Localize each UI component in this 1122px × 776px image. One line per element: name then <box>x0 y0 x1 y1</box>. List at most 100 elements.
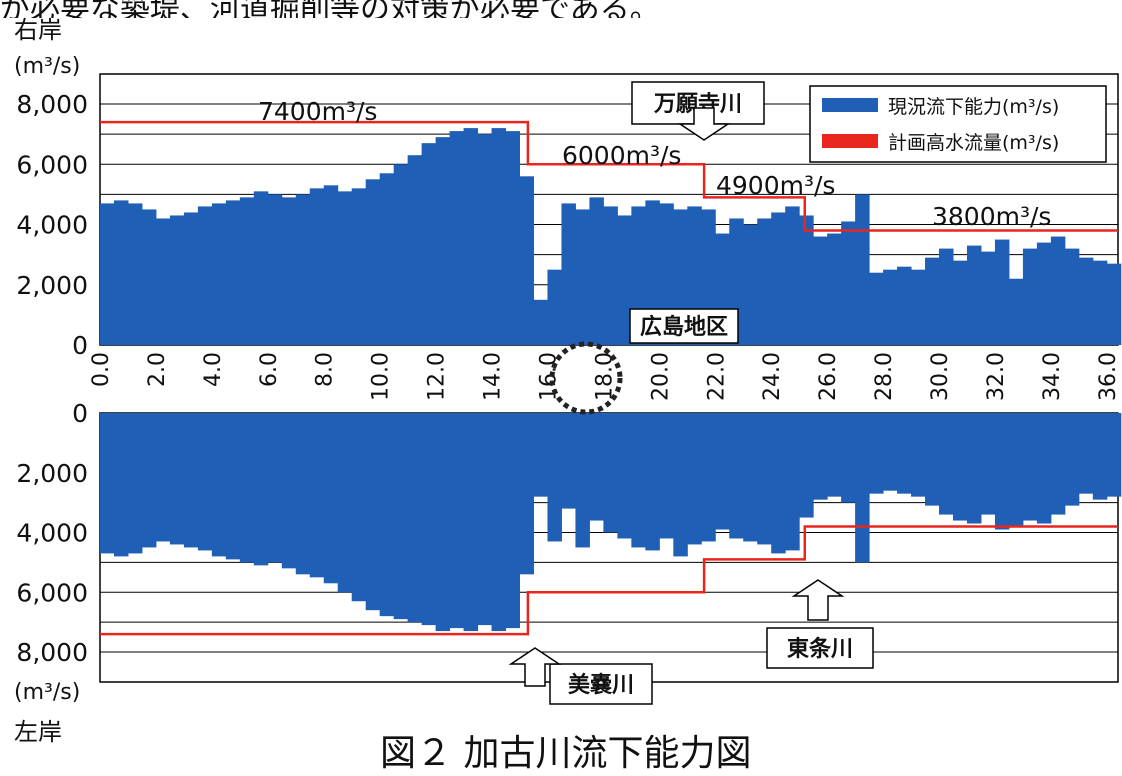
legend-swatch <box>822 98 878 112</box>
capacity-bar-left <box>365 413 381 611</box>
capacity-bar-right <box>155 218 171 345</box>
capacity-bar-right <box>1106 263 1122 345</box>
legend-label: 現況流下能力(m³/s) <box>888 96 1059 118</box>
x-tick-label: 22.0 <box>704 352 729 401</box>
capacity-bar-left <box>659 413 674 539</box>
capacity-bar-left <box>813 413 828 500</box>
y-tick-label-bottom: 0 <box>72 399 88 428</box>
capacity-bar-right <box>897 266 912 345</box>
x-tick-label: 20.0 <box>648 352 673 401</box>
y-tick-label-bottom: 2,000 <box>16 459 88 488</box>
capacity-bar-left <box>771 413 786 554</box>
capacity-bar-left <box>435 413 451 632</box>
legend-label: 計画高水流量(m³/s) <box>888 132 1059 154</box>
capacity-bar-left <box>197 413 213 551</box>
arrow-tojo <box>791 579 845 621</box>
river-label-tojo: 東条川 <box>787 636 853 662</box>
capacity-bar-left <box>1078 413 1094 494</box>
capacity-bar-left <box>169 413 185 545</box>
capacity-bar-left <box>533 413 548 497</box>
capacity-bar-right <box>225 200 241 345</box>
capacity-bar-right <box>1022 248 1038 345</box>
capacity-bar-left <box>897 413 912 494</box>
capacity-bar-right <box>463 128 479 345</box>
capacity-bar-left <box>1106 413 1122 497</box>
y-tick-label-top: 2,000 <box>16 271 88 300</box>
left-bank-label: 左岸 <box>14 718 62 746</box>
capacity-bar-left <box>1064 413 1080 506</box>
capacity-bar-left <box>673 413 688 557</box>
capacity-bar-left <box>715 413 730 530</box>
capacity-bar-right <box>841 221 856 345</box>
x-tick-label: 36.0 <box>1096 352 1121 401</box>
capacity-bar-right <box>435 137 451 345</box>
capacity-bar-left <box>883 413 898 491</box>
capacity-bar-right <box>980 251 996 345</box>
capacity-bar-right <box>589 197 604 345</box>
capacity-bar-left <box>827 413 842 497</box>
capacity-bar-right <box>491 128 507 345</box>
capacity-bar-right <box>757 218 772 345</box>
capacity-bar-left <box>603 413 618 533</box>
capacity-bar-left <box>267 413 283 563</box>
plan-flow-label-6000: 6000m³/s <box>562 141 681 170</box>
capacity-bar-right <box>519 176 534 345</box>
river-label-minoo-box <box>549 663 653 705</box>
capacity-bar-right <box>575 209 590 345</box>
y-tick-label-bottom: 4,000 <box>16 519 88 548</box>
capacity-bar-left <box>211 413 227 557</box>
capacity-bar-right <box>1008 278 1024 345</box>
y-tick-label-top: 0 <box>72 331 88 360</box>
capacity-bar-right <box>561 203 576 345</box>
capacity-bar-left <box>309 413 325 578</box>
capacity-bar-left <box>449 413 465 629</box>
capacity-bar-right <box>113 200 129 345</box>
legend-swatch <box>822 134 878 148</box>
capacity-bar-right <box>883 269 898 345</box>
capacity-bar-left <box>393 413 409 620</box>
capacity-bar-left <box>561 413 576 509</box>
capacity-bar-left <box>575 413 590 548</box>
capacity-bar-left <box>617 413 632 539</box>
plan-flow-line-left <box>100 525 1118 636</box>
capacity-bar-left <box>729 413 744 539</box>
chart-svg: 0 0 2,000 2,000 4,000 4,000 6,000 6,000 8,000 8,0… <box>16 73 1122 705</box>
capacity-bar-left <box>281 413 297 569</box>
capacity-bar-right <box>197 206 213 345</box>
capacity-bar-left <box>337 413 353 593</box>
capacity-bar-left <box>141 413 157 548</box>
capacity-bar-right <box>141 209 157 345</box>
capacity-bar-left <box>1022 413 1038 521</box>
unit-label-top: (m³/s) <box>14 54 81 79</box>
capacity-bar-left <box>966 413 982 524</box>
capacity-bar-right <box>799 215 814 345</box>
river-label-tojo-box <box>766 627 874 669</box>
x-tick-label: 30.0 <box>928 352 953 401</box>
capacity-bar-left <box>477 413 493 626</box>
capacity-bar-right <box>323 185 339 345</box>
y-tick-label-top: 4,000 <box>16 211 88 240</box>
capacity-bar-left <box>463 413 479 632</box>
capacity-bar-right <box>994 239 1010 345</box>
capacity-bar-left <box>407 413 423 623</box>
unit-label-bottom: (m³/s) <box>14 680 81 705</box>
district-circle-marker <box>549 341 623 415</box>
capacity-bar-right <box>869 272 884 345</box>
capacity-bar-right <box>393 164 409 345</box>
capacity-bar-right <box>281 197 297 345</box>
plan-flow-line-right <box>100 120 1118 232</box>
capacity-bar-right <box>295 194 311 345</box>
capacity-bar-right <box>743 224 758 345</box>
capacity-bar-left <box>1050 413 1066 515</box>
capacity-bar-left <box>239 413 255 563</box>
legend-box <box>809 85 1107 163</box>
capacity-bar-right <box>239 197 255 345</box>
x-tick-label: 14.0 <box>481 352 506 401</box>
capacity-bar-left <box>1092 413 1108 500</box>
x-tick-label: 8.0 <box>313 352 338 387</box>
capacity-bar-left <box>939 413 954 515</box>
capacity-bar-left <box>113 413 129 557</box>
capacity-bar-right <box>211 203 227 345</box>
capacity-bar-right <box>351 188 367 345</box>
y-tick-label-top: 8,000 <box>16 90 88 119</box>
